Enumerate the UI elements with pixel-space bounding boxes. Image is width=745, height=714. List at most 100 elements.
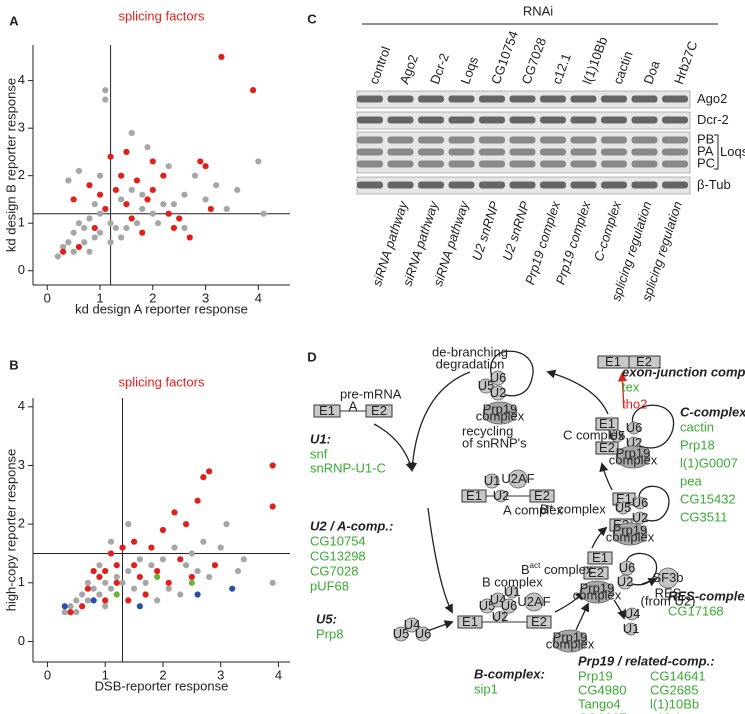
point <box>200 474 207 481</box>
lane-label: CG7028 <box>518 36 549 87</box>
group-title: C-complex: <box>680 404 745 419</box>
factor: pUF68 <box>310 578 349 593</box>
snrnp <box>484 473 500 489</box>
point <box>149 186 156 194</box>
point <box>170 224 178 232</box>
prp19-complex <box>552 629 588 653</box>
point <box>123 201 130 208</box>
factor: CG3511 <box>680 509 727 524</box>
point <box>128 186 135 194</box>
point <box>90 597 97 604</box>
point <box>139 191 146 198</box>
branch-label: A <box>349 398 358 413</box>
snrnp-label: U1 <box>504 584 521 599</box>
point <box>154 597 161 604</box>
panel-label: C <box>307 11 317 26</box>
factor: Prp18 <box>680 437 715 452</box>
point <box>194 497 201 504</box>
diagram-text: of snRNP's <box>462 435 527 450</box>
band <box>418 181 444 189</box>
snrnp <box>633 496 647 510</box>
point <box>154 573 161 581</box>
snrnp-label: U2AF <box>501 471 534 486</box>
factor: snRNP-U1-C <box>310 460 386 475</box>
band <box>418 136 444 144</box>
band <box>479 160 505 168</box>
point <box>139 229 146 236</box>
complex-name: B <box>521 562 530 577</box>
band <box>662 116 688 124</box>
band <box>570 148 597 156</box>
band <box>448 116 475 124</box>
snrnp-label: U5 <box>615 500 632 515</box>
snrnp <box>625 607 639 621</box>
snrnp <box>490 385 506 401</box>
arrow <box>641 578 658 587</box>
rna-loop <box>631 404 675 449</box>
point <box>188 550 195 557</box>
band <box>479 136 505 144</box>
band <box>509 136 536 144</box>
snrnp-label: U1 <box>484 473 501 488</box>
band <box>418 95 444 103</box>
y-tick-label: 3 <box>18 120 25 135</box>
y-tick-label: 0 <box>18 633 25 648</box>
band <box>509 181 536 189</box>
x-tick-label: 3 <box>217 667 224 682</box>
x-axis-label: DSB-reporter response <box>95 678 229 693</box>
point <box>159 556 167 563</box>
snrnp <box>610 429 624 443</box>
point <box>218 53 225 60</box>
panel-label: A <box>9 13 19 28</box>
point <box>171 544 178 551</box>
snrnp-label: SF3b <box>652 570 683 585</box>
point <box>181 191 188 198</box>
arrow <box>373 423 415 472</box>
band <box>357 136 383 144</box>
band <box>601 136 627 144</box>
band <box>448 148 475 156</box>
point <box>130 538 138 545</box>
factor: Prp19 <box>578 668 613 683</box>
point <box>70 248 77 255</box>
point <box>149 158 156 165</box>
snrnp <box>505 585 519 599</box>
snrnp-label: U2 <box>493 488 510 503</box>
factor: CG13298 <box>310 548 366 563</box>
factor: Tango4 <box>578 696 621 711</box>
snrnp-label: U6 <box>415 626 432 641</box>
band <box>570 160 597 168</box>
point <box>75 243 83 251</box>
prp19-label: complex <box>606 529 655 544</box>
group-title: Prp19 / related-comp.: <box>578 653 715 668</box>
factor: CG2685 <box>650 682 698 697</box>
lane-label: c12.1 <box>549 51 574 86</box>
band <box>601 181 627 189</box>
chart-title: splicing factors <box>119 374 205 389</box>
band <box>601 148 627 156</box>
point <box>130 585 138 592</box>
point <box>96 172 104 179</box>
band <box>570 136 597 144</box>
point <box>148 544 155 551</box>
panel-label: D <box>307 349 316 364</box>
point <box>133 220 141 227</box>
band <box>540 148 566 156</box>
point <box>67 609 74 616</box>
point <box>102 603 109 610</box>
point <box>107 153 114 160</box>
point <box>96 573 103 581</box>
group-title: U5: <box>316 611 337 626</box>
exon <box>587 551 613 565</box>
y-tick-label: 3 <box>18 457 25 472</box>
factor: CG14641 <box>650 668 706 683</box>
y-tick-label: 4 <box>18 398 25 413</box>
y-axis-label: high-copy reporter response <box>3 449 18 612</box>
arrow <box>408 371 471 472</box>
blot-header: RNAi <box>523 3 553 18</box>
point <box>91 234 98 241</box>
point <box>78 603 86 610</box>
point <box>200 538 207 545</box>
x-tick-label: 2 <box>159 667 166 682</box>
x-tick-label: 2 <box>149 290 156 305</box>
